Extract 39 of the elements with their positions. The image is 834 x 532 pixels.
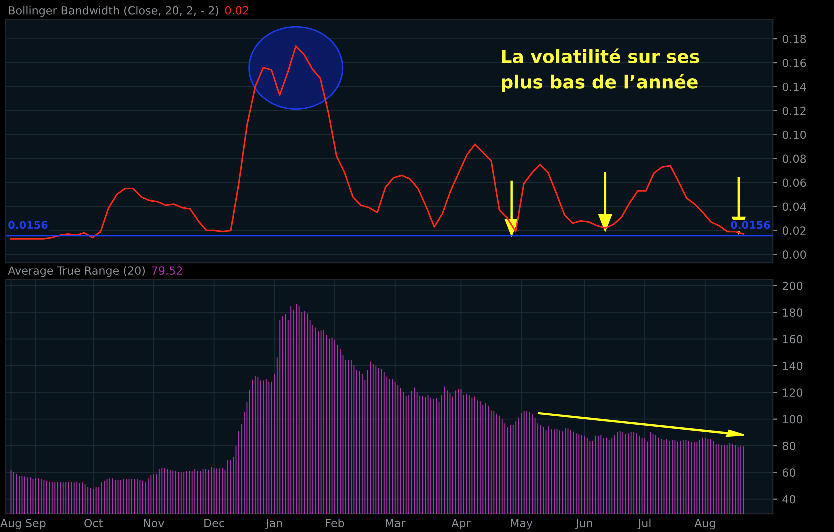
- chart-title: Bollinger Bandwidth (Close, 20, 2, - 2): [9, 6, 219, 17]
- ref-line-label: 0.0156: [8, 221, 48, 230]
- chart-title: Average True Range (20): [8, 266, 146, 278]
- x-tick-label: Apr: [452, 519, 471, 530]
- x-tick-label: Jul: [638, 518, 651, 530]
- y-tick-label: 60: [782, 468, 796, 478]
- x-tick-label: Dec: [204, 519, 224, 528]
- x-tick-label: Feb: [326, 518, 344, 528]
- x-tick-label: Jan: [266, 519, 282, 530]
- y-tick-label: 0.18: [782, 35, 806, 44]
- text: 0.0156: [731, 221, 770, 230]
- y-tick-label: 0.06: [782, 178, 806, 188]
- y-tick-label: 0.10: [782, 130, 806, 140]
- y-tick-label: 180: [783, 308, 803, 317]
- y-tick-label: 200: [782, 282, 803, 290]
- y-tick-label: 0.00: [782, 250, 806, 260]
- x-tick-label: Aug: [694, 519, 716, 530]
- x-tick-label: Oct: [84, 519, 103, 528]
- y-tick-label: 0.02: [782, 226, 806, 236]
- y-tick-label: 80: [782, 442, 796, 450]
- x-tick-label: Jun: [575, 519, 592, 530]
- x-tick-label: Aug: [0, 519, 22, 530]
- x-tick-label: Mar: [386, 519, 406, 528]
- chart-subtitle: 79.52: [152, 266, 182, 275]
- y-tick-label: 160: [783, 335, 803, 344]
- y-tick-label: 0.14: [782, 82, 806, 92]
- y-tick-label: 120: [783, 388, 803, 398]
- x-tick-label: Nov: [144, 519, 164, 528]
- x-tick-label: Sep: [26, 519, 46, 530]
- annotation: La volatilité sur ses plus bas de l’année: [502, 48, 700, 92]
- y-tick-label: 0.12: [782, 106, 806, 116]
- y-tick-label: 0.16: [782, 58, 806, 68]
- y-tick-label: 100: [783, 415, 803, 424]
- y-tick-label: 40: [782, 495, 796, 504]
- y-tick-label: 140: [783, 362, 803, 370]
- y-tick-label: 0.08: [782, 154, 806, 164]
- y-tick-label: 0.04: [782, 202, 806, 212]
- x-tick-label: May: [511, 519, 533, 530]
- chart-subtitle: 0.02: [225, 6, 248, 15]
